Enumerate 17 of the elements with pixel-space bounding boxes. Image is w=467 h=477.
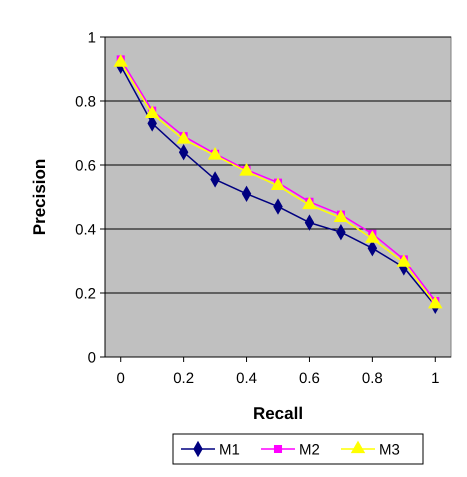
y-tick-label: 1: [88, 29, 96, 46]
x-tick-label: 0.6: [299, 370, 320, 387]
legend-label: M3: [379, 441, 400, 458]
legend-label: M2: [299, 441, 320, 458]
x-tick-label: 0.2: [173, 370, 194, 387]
y-tick-label: 0.2: [75, 285, 96, 302]
x-tick-label: 0.8: [362, 370, 383, 387]
x-axis-title: Recall: [252, 404, 304, 423]
y-axis-title: Precision: [30, 158, 49, 236]
x-tick-label: 0: [116, 370, 125, 387]
y-tick-label: 0.6: [75, 157, 96, 174]
y-tick-label: 0: [88, 349, 96, 366]
x-tick-label: 1: [431, 370, 440, 387]
y-tick-label: 0.8: [75, 93, 96, 110]
x-tick-label: 0.4: [236, 370, 257, 387]
y-tick-label: 0.4: [75, 221, 96, 238]
legend-label: M1: [219, 441, 240, 458]
